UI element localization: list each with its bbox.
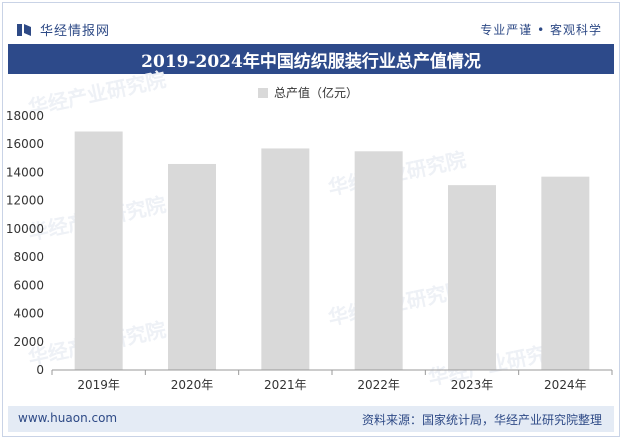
- y-tick-label: 18000: [6, 109, 44, 123]
- bar: [354, 151, 403, 370]
- bar: [74, 131, 123, 370]
- bars: [74, 131, 590, 370]
- brand-name: 华经情报网: [40, 24, 111, 39]
- watermark-text: 华经产业研究院: [26, 67, 168, 120]
- footer-bar: www.huaon.com 资料来源：国家统计局，华经产业研究院整理: [8, 406, 614, 432]
- y-tick-label: 16000: [6, 137, 44, 151]
- y-axis: 0 2000 4000 6000 8000 10000 12000 14000 16000 180…: [6, 109, 44, 377]
- bar: [261, 148, 310, 370]
- y-tick-label: 8000: [13, 250, 44, 264]
- legend-label: 总产值（亿元）: [274, 86, 359, 100]
- x-tick-label: 2024年: [544, 378, 587, 392]
- x-tick-label: 2022年: [357, 378, 400, 392]
- chart-title: 2019-2024年中国纺织服装行业总产值情况: [141, 51, 481, 72]
- brand: 华经情报网: [16, 20, 110, 39]
- logo-icon: [17, 23, 31, 36]
- bar: [448, 185, 496, 370]
- legend: 总产值（亿元）: [258, 84, 358, 101]
- website-link[interactable]: www.huaon.com: [18, 411, 118, 425]
- y-tick-label: 12000: [6, 194, 44, 208]
- bar: [168, 163, 216, 370]
- y-tick-label: 2000: [13, 335, 44, 349]
- slogan: 专业严谨 • 客观科学: [480, 23, 602, 37]
- source-note: 资料来源：国家统计局，华经产业研究院整理: [361, 413, 602, 427]
- y-tick-label: 4000: [13, 307, 44, 321]
- x-tick-label: 2019年: [77, 378, 120, 392]
- legend-swatch: [258, 87, 268, 98]
- bar: [541, 176, 590, 370]
- header-bar: 华经情报网 专业严谨 • 客观科学: [8, 14, 614, 44]
- y-tick-label: 0: [36, 363, 44, 377]
- x-axis: 2019年 2020年 2021年 2022年 2023年 2024年: [51, 369, 613, 392]
- x-tick-label: 2023年: [451, 378, 494, 392]
- y-tick-label: 6000: [13, 278, 44, 292]
- title-bar: 2019-2024年中国纺织服装行业总产值情况: [8, 44, 614, 74]
- x-tick-label: 2020年: [171, 378, 214, 392]
- x-tick-label: 2021年: [264, 378, 307, 392]
- y-tick-label: 14000: [6, 165, 44, 179]
- y-tick-label: 10000: [6, 222, 44, 236]
